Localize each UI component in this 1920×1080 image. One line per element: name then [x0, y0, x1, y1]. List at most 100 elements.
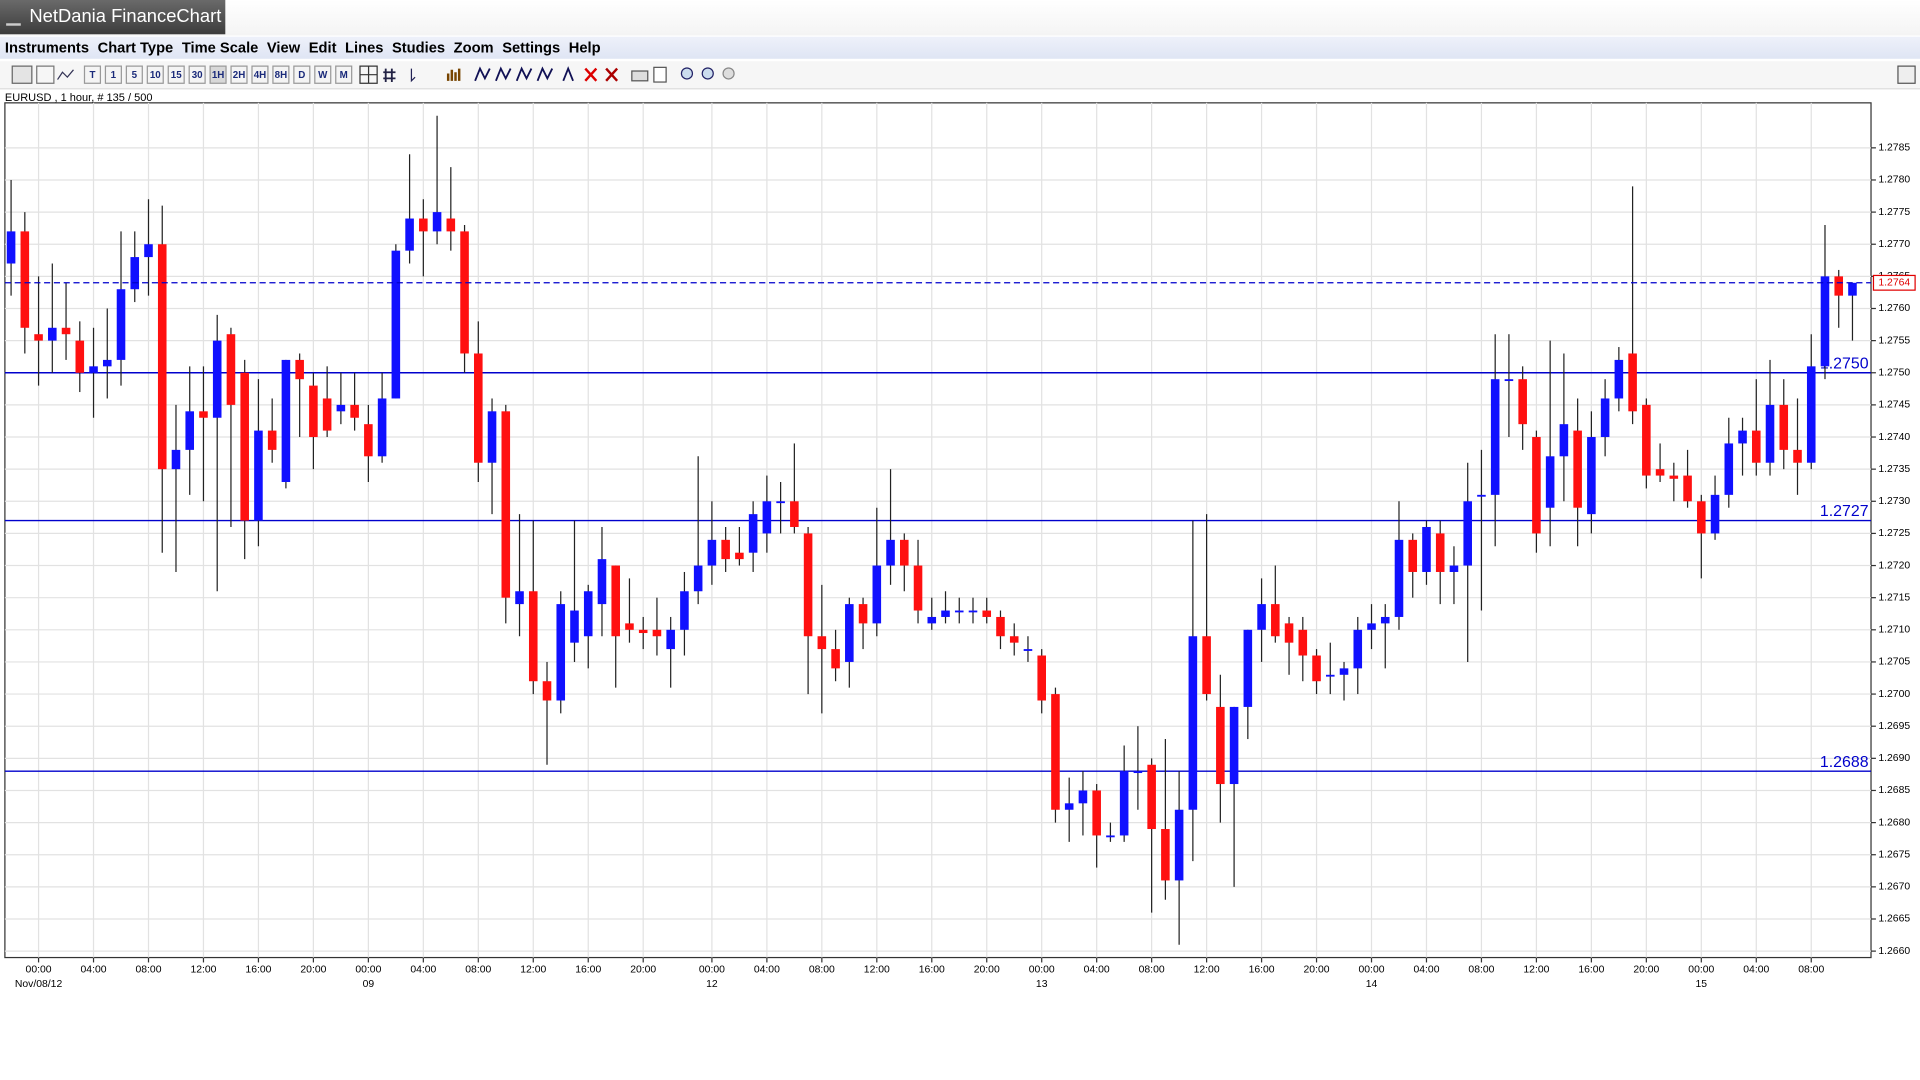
- timescale-button[interactable]: [104, 65, 122, 84]
- y-tick-label: 1.2660: [1878, 946, 1910, 957]
- app-icon: [6, 12, 21, 26]
- timescale-button[interactable]: [146, 65, 164, 84]
- tool-delete-all[interactable]: [605, 67, 619, 82]
- timescale-button[interactable]: [293, 65, 311, 84]
- plot-frame: [4, 102, 1872, 959]
- tool-volume[interactable]: [446, 68, 461, 81]
- candle-body: [446, 218, 456, 232]
- candle-body: [226, 334, 236, 405]
- menu-item[interactable]: Help: [568, 39, 601, 57]
- timescale-button[interactable]: [209, 65, 227, 84]
- menu-item[interactable]: Studies: [391, 39, 446, 57]
- x-date-label: 15: [1696, 979, 1708, 990]
- candle-body: [487, 411, 497, 463]
- x-tick-label: 04:00: [1743, 965, 1769, 976]
- candle-body: [680, 591, 689, 630]
- candle-body: [240, 372, 249, 521]
- tool-gann[interactable]: [536, 66, 554, 82]
- candle-body: [583, 591, 593, 637]
- timescale-button[interactable]: [125, 65, 143, 84]
- y-tick-label: 1.2780: [1878, 175, 1910, 186]
- candle-body: [1779, 404, 1789, 450]
- timescale-button[interactable]: [314, 65, 332, 84]
- menu-item[interactable]: Edit: [308, 39, 337, 57]
- candle-body: [611, 565, 621, 637]
- timescale-button[interactable]: [251, 65, 269, 84]
- tool-zoom-reset[interactable]: [722, 67, 735, 80]
- candle-body: [1284, 623, 1294, 643]
- tool-zoom-in[interactable]: [680, 67, 694, 80]
- candle-body: [1325, 674, 1335, 677]
- candle-body: [1174, 809, 1184, 881]
- x-tick-label: 04:00: [81, 965, 107, 976]
- tool-print[interactable]: [631, 70, 649, 82]
- menu-item[interactable]: Instruments: [4, 39, 90, 57]
- timescale-button[interactable]: [272, 65, 290, 84]
- candle-body: [693, 565, 703, 592]
- candle-body: [1092, 790, 1101, 836]
- candle-body: [625, 623, 634, 630]
- candle-body: [1642, 404, 1651, 476]
- candle-body: [130, 257, 140, 290]
- tool-bar[interactable]: [36, 65, 55, 84]
- menu-item[interactable]: Settings: [502, 39, 561, 57]
- candle-body: [735, 552, 744, 560]
- window-tab: NetDania FinanceChart: [0, 0, 226, 35]
- tool-delete-line[interactable]: [562, 66, 574, 82]
- menu-item[interactable]: Time Scale: [181, 39, 259, 57]
- x-date-label: 13: [1036, 979, 1048, 990]
- timescale-label: 2H: [233, 70, 246, 81]
- tool-line[interactable]: [57, 69, 74, 80]
- last-price-label: 1.2764: [1878, 278, 1910, 289]
- tool-candle[interactable]: [11, 65, 33, 84]
- menu-item[interactable]: View: [266, 39, 301, 57]
- tool-fib[interactable]: [515, 66, 533, 82]
- candle-body: [501, 411, 511, 598]
- candle-body: [776, 501, 785, 504]
- candle-body: [1724, 443, 1734, 495]
- candle-body: [1119, 771, 1129, 836]
- candle-body: [927, 616, 937, 624]
- x-tick-label: 08:00: [1798, 965, 1824, 976]
- x-tick-label: 12:00: [1194, 965, 1220, 976]
- y-tick-label: 1.2760: [1878, 303, 1910, 314]
- tool-preview[interactable]: [653, 66, 667, 83]
- tool-detach[interactable]: [1897, 65, 1916, 84]
- candle-body: [1683, 475, 1692, 502]
- tool-channel[interactable]: [495, 66, 512, 82]
- toolbar: T 1 5 10 15 30 1H 2H 4H 8H D W M: [0, 61, 1920, 90]
- menu-item[interactable]: Zoom: [453, 39, 494, 57]
- candle-body: [1820, 276, 1830, 367]
- candle-body: [157, 244, 167, 470]
- candle-body: [199, 411, 208, 418]
- timescale-button[interactable]: [335, 65, 353, 84]
- candle-body: [707, 539, 717, 566]
- candle-body: [652, 629, 662, 637]
- x-date-label: Nov/08/12: [15, 979, 63, 990]
- y-tick-label: 1.2785: [1878, 143, 1910, 154]
- timescale-label: T: [89, 70, 95, 81]
- menu-item[interactable]: Chart Type: [97, 39, 174, 57]
- timescale-button[interactable]: [167, 65, 185, 84]
- x-tick-label: 08:00: [135, 965, 161, 976]
- candle-body: [1518, 379, 1527, 425]
- candle-body: [570, 610, 579, 643]
- timescale-button[interactable]: [188, 65, 206, 84]
- tool-delete[interactable]: [584, 67, 598, 82]
- candle-body: [267, 430, 277, 450]
- x-tick-label: 12:00: [190, 965, 216, 976]
- candle-body: [638, 629, 648, 634]
- tool-zoom-out[interactable]: [701, 67, 714, 80]
- toolbar-icons: T 1 5 10 15 30 1H 2H 4H 8H D W M: [11, 65, 1916, 84]
- tool-trend[interactable]: [474, 66, 491, 82]
- tool-arrow[interactable]: [410, 68, 416, 83]
- candle-body: [1477, 494, 1486, 497]
- candle-body: [748, 514, 758, 553]
- menu-item[interactable]: Lines: [345, 39, 384, 57]
- timescale-button[interactable]: [83, 65, 102, 84]
- tool-grid[interactable]: [383, 68, 396, 83]
- candle-body: [1023, 649, 1033, 651]
- timescale-button[interactable]: [230, 65, 248, 84]
- candle-body: [1188, 636, 1198, 810]
